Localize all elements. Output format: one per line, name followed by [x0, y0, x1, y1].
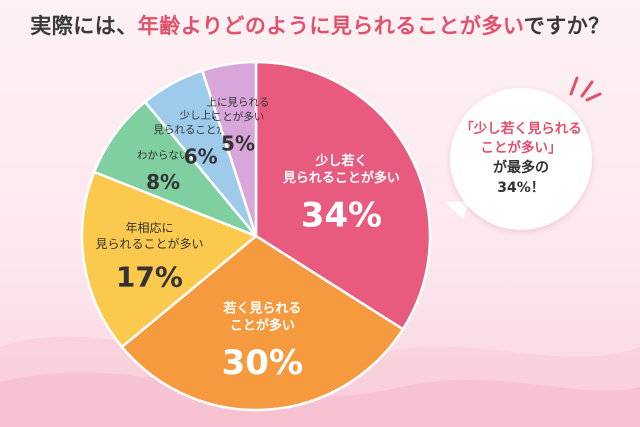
callout-line-1: 「少し若く見られる: [460, 121, 582, 137]
slice-label-0-line-1: 見られることが多い: [282, 170, 400, 186]
slice-label-2-line-1: 見られることが多い: [95, 236, 203, 251]
slice-label-1-line-0: 若く見られる: [222, 301, 301, 317]
slice-value-2: 17%: [116, 260, 183, 293]
slice-value-4: 6%: [184, 144, 218, 168]
slice-value-3: 8%: [146, 170, 180, 194]
slice-label-3-line-0: わからない: [137, 150, 190, 162]
title-highlight: 年齢よりどのように見られることが多い: [137, 14, 524, 38]
pie-slice-1: [120, 234, 405, 412]
slice-label-4-line-0: 少し上に: [180, 109, 222, 121]
page-title: 実際には、年齢よりどのように見られることが多いですか？: [0, 10, 640, 40]
callout-line-4: 34%！: [497, 180, 545, 196]
callout-line-2: ことが多い」: [480, 140, 562, 156]
slice-label-2-line-0: 年相応に: [125, 221, 173, 235]
slice-value-1: 30%: [222, 343, 303, 383]
callout-line-3: が最多の: [493, 160, 549, 176]
slice-label-1-line-1: ことが多い: [230, 318, 295, 334]
slice-label-5-line-1: ことが多い: [212, 110, 265, 123]
pie-slice-5: [200, 60, 258, 237]
callout-bubble: 「少し若く見られる ことが多い」 が最多の 34%！: [450, 88, 592, 230]
title-prefix: 実際には、: [30, 14, 138, 38]
slice-value-5: 5%: [221, 132, 255, 156]
slice-label-0-line-0: 少し若く: [314, 153, 367, 169]
pie-slice-2: [80, 170, 259, 349]
slice-label-5-line-0: 上に見られる: [207, 97, 270, 109]
slice-value-0: 34%: [301, 195, 382, 235]
title-suffix: ですか？: [523, 14, 610, 38]
emphasis-lines-icon: [569, 76, 602, 102]
